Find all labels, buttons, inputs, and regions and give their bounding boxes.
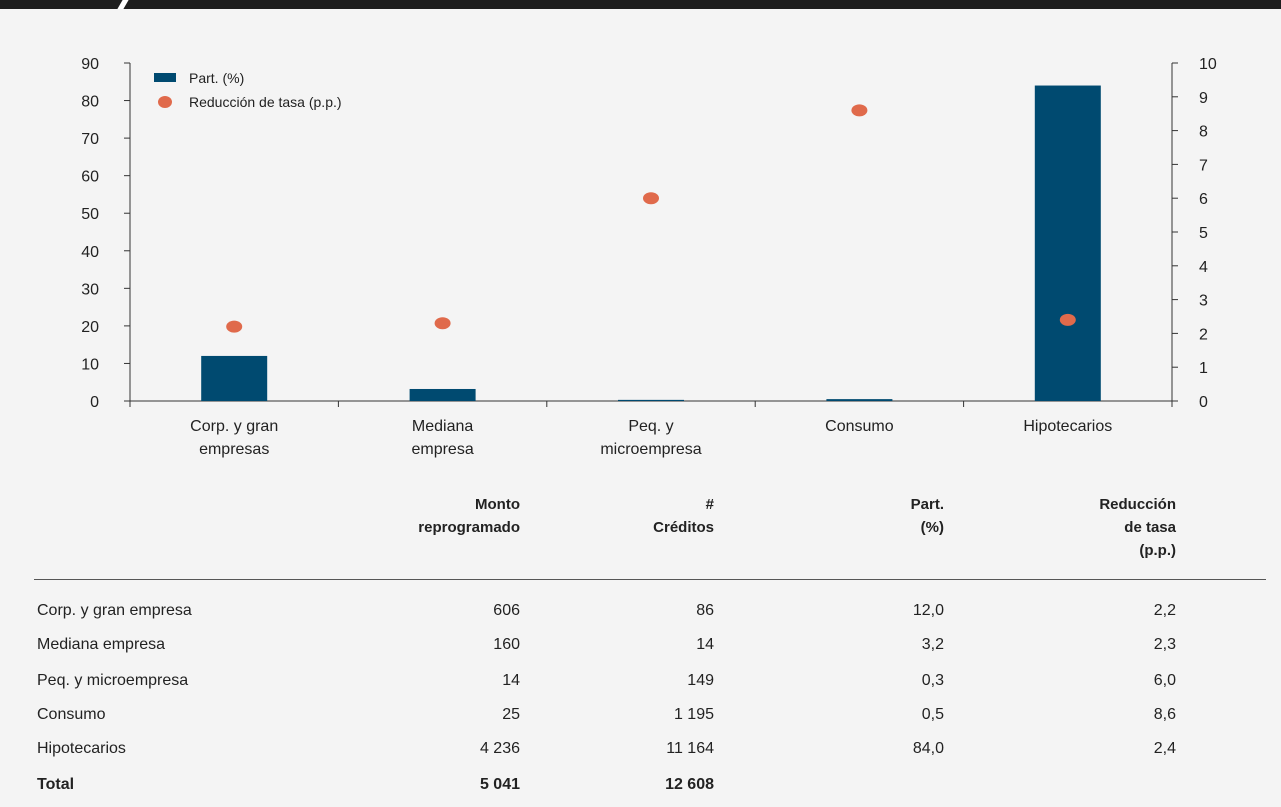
left-axis-tick-label: 30: [81, 281, 99, 298]
left-axis-tick-label: 10: [81, 356, 99, 373]
table-column-header: Part. (%): [911, 493, 944, 539]
bar-part: [618, 399, 684, 401]
table-column-header: Monto reprogramado: [418, 493, 520, 539]
right-axis-tick-label: 7: [1199, 157, 1208, 174]
table-total-row-cell: 5 041: [479, 776, 520, 793]
point-reduccion-tasa: [226, 320, 243, 333]
left-axis-tick-label: 0: [90, 394, 99, 411]
table-row-label: Hipotecarios: [37, 740, 126, 757]
column-header-line: #: [705, 496, 714, 513]
column-header-line: Monto: [475, 496, 520, 513]
right-axis-tick-label: 3: [1199, 293, 1208, 310]
category-label: Peq. y: [628, 418, 673, 435]
table-total-row-cell: 12 608: [665, 776, 714, 793]
column-header-line: Part.: [910, 496, 944, 513]
table-row-cell: 606: [493, 602, 520, 619]
table-row-cell: 14: [696, 636, 714, 653]
left-axis-tick-label: 20: [81, 319, 99, 336]
left-axis-tick-label: 40: [81, 244, 99, 261]
table-row-cell: 8,6: [1153, 706, 1176, 723]
legend-swatch-reduccion: [158, 96, 172, 108]
table-row-cell: 14: [502, 672, 520, 689]
category-label: Mediana: [412, 418, 473, 435]
bar-part: [409, 388, 476, 401]
table-column-header: # Créditos: [653, 493, 714, 539]
table-row-cell: 0,5: [921, 706, 944, 723]
table-row-cell: 2,4: [1153, 740, 1176, 757]
table-row-label: Corp. y gran empresa: [37, 602, 192, 619]
table-row-cell: 4 236: [479, 740, 520, 757]
bar-part: [1034, 85, 1101, 402]
point-reduccion-tasa: [1059, 313, 1076, 326]
table-row-cell: 11 164: [666, 740, 714, 757]
category-label: empresa: [411, 441, 473, 458]
bar-part: [826, 399, 893, 401]
table-row-cell: 160: [493, 636, 520, 653]
point-reduccion-tasa: [851, 104, 868, 117]
right-axis-tick-label: 0: [1199, 394, 1208, 411]
category-label: microempresa: [600, 441, 701, 458]
table-column-header: Reducción de tasa (p.p.): [1099, 493, 1176, 562]
table-row-cell: 25: [502, 706, 520, 723]
category-label: Hipotecarios: [1023, 418, 1112, 435]
column-header-line: Créditos: [653, 519, 714, 536]
table-row-cell: 6,0: [1153, 672, 1176, 689]
right-axis-tick-label: 1: [1199, 360, 1208, 377]
category-label: Consumo: [825, 418, 894, 435]
top-bar: [0, 0, 1281, 9]
table-row-cell: 3,2: [921, 636, 944, 653]
table-row-cell: 2,2: [1153, 602, 1176, 619]
left-axis-tick-label: 60: [81, 169, 99, 186]
left-axis-tick-label: 50: [81, 206, 99, 223]
bar-part: [201, 355, 268, 401]
right-axis-tick-label: 10: [1199, 56, 1217, 73]
category-label: Corp. y gran: [190, 418, 278, 435]
legend-label-part: Part. (%): [189, 70, 244, 86]
table-row-cell: 86: [696, 602, 714, 619]
table-row-label: Consumo: [37, 706, 106, 723]
column-header-line: reprogramado: [418, 519, 520, 536]
legend-swatch-part: [154, 73, 176, 82]
category-label: empresas: [199, 441, 269, 458]
table-row-cell: 1 195: [673, 706, 714, 723]
column-header-line: (p.p.): [1139, 542, 1176, 559]
table-total-row-label: Total: [37, 776, 75, 793]
combo-chart: 0 10 20 30 40 50 60 70 80 90 0 1 2 3 4 5 6 7 8 9 10 Corp. y g…: [81, 56, 1217, 458]
point-reduccion-tasa: [643, 192, 659, 205]
table-row-cell: 12,0: [912, 602, 944, 619]
table-row-cell: 149: [687, 672, 714, 689]
table-row-cell: 84,0: [912, 740, 944, 757]
table-row-cell: 2,3: [1153, 636, 1176, 653]
left-axis-tick-label: 90: [81, 56, 99, 73]
left-axis-tick-label: 70: [81, 131, 99, 148]
column-header-line: (%): [920, 519, 944, 536]
table-row-label: Mediana empresa: [37, 636, 166, 653]
table-row-label: Peq. y microempresa: [37, 672, 189, 689]
right-axis-tick-label: 8: [1199, 124, 1208, 141]
right-axis-tick-label: 4: [1199, 259, 1208, 276]
right-axis-tick-label: 9: [1199, 90, 1208, 107]
left-axis-tick-label: 80: [81, 94, 99, 111]
legend-label-reduccion: Reducción de tasa (p.p.): [189, 94, 342, 110]
right-axis-tick-label: 6: [1199, 191, 1208, 208]
column-header-line: Reducción: [1099, 496, 1176, 513]
table-header-rule: [34, 579, 1266, 580]
column-header-line: de tasa: [1124, 519, 1176, 536]
right-axis-tick-label: 2: [1199, 326, 1208, 343]
table-row-cell: 0,3: [921, 672, 944, 689]
right-axis-tick-label: 5: [1199, 225, 1208, 242]
point-reduccion-tasa: [434, 317, 451, 330]
